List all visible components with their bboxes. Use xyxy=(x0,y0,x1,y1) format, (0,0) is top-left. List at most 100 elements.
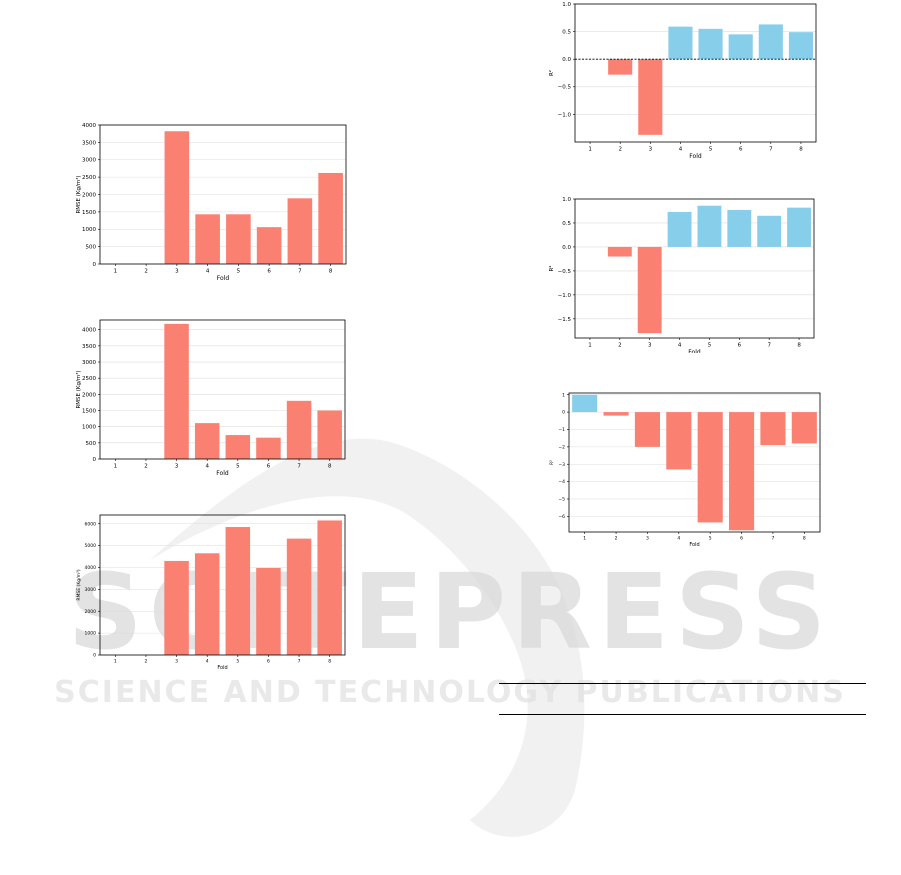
y-tick-label: −1.0 xyxy=(558,293,572,299)
x-tick-label: 5 xyxy=(709,536,712,542)
x-tick-label: 8 xyxy=(328,659,331,665)
y-tick-label: 1.0 xyxy=(562,2,571,8)
r2-chart-2: −1.5 −1.0 −0.5 0.0 0.5 1.0 1 2 3 4 5 6 7 8 Fold R² xyxy=(548,197,815,353)
x-tick-label: 3 xyxy=(648,343,652,349)
x-tick-label: 1 xyxy=(114,659,117,665)
y-tick-label: 0.5 xyxy=(562,30,571,36)
y-axis-label: R² xyxy=(548,70,555,76)
bar-fold-7 xyxy=(286,538,312,655)
y-tick-label: 3500 xyxy=(82,344,96,350)
x-tick-label: 8 xyxy=(329,269,333,275)
x-tick-label: 1 xyxy=(588,147,592,153)
x-tick-label: 7 xyxy=(769,147,773,153)
plot-frame xyxy=(574,198,815,339)
y-axis-label: R² xyxy=(548,265,555,271)
table-top-rule xyxy=(499,683,866,684)
bar-fold-6 xyxy=(729,412,755,531)
y-tick-label: −0.5 xyxy=(558,269,572,275)
y-tick-label: −2 xyxy=(558,444,565,450)
y-tick-label: −4 xyxy=(558,479,565,485)
y-tick-label: 6000 xyxy=(85,521,97,527)
bar-fold-6 xyxy=(728,34,753,60)
x-tick-label: 2 xyxy=(618,147,622,153)
plot-frame xyxy=(99,319,346,460)
y-axis-label: RMSE (Kg/m³) xyxy=(75,370,82,408)
x-tick-label: 4 xyxy=(679,147,683,153)
y-tick-label: 2000 xyxy=(82,392,96,398)
x-axis-label: Fold xyxy=(216,470,229,477)
bar-fold-8 xyxy=(318,172,343,264)
r2-chart-3: −6 −5 −4 −3 −2 −1 0 1 1 2 3 4 5 6 7 8 Fold R² xyxy=(549,392,821,548)
y-tick-label: 4000 xyxy=(82,328,96,334)
y-tick-label: −1.5 xyxy=(558,317,572,323)
bar-fold-4 xyxy=(194,423,220,459)
y-tick-label: 3500 xyxy=(82,140,96,146)
x-tick-label: 1 xyxy=(583,536,586,542)
x-tick-label: 4 xyxy=(678,343,682,349)
x-tick-label: 6 xyxy=(267,464,271,470)
y-tick-label: 1 xyxy=(562,392,565,398)
bar-fold-7 xyxy=(760,412,786,446)
x-tick-label: 6 xyxy=(267,269,271,275)
bar-fold-5 xyxy=(698,28,723,60)
bar-fold-2 xyxy=(607,246,632,257)
x-tick-label: 2 xyxy=(145,659,148,665)
x-tick-label: 6 xyxy=(740,536,743,542)
bar-fold-6 xyxy=(727,210,752,247)
bar-fold-6 xyxy=(256,567,281,655)
x-axis-label: Fold xyxy=(217,275,230,282)
y-tick-label: 1500 xyxy=(82,210,96,216)
y-tick-label: 2000 xyxy=(82,192,96,198)
bar-fold-1 xyxy=(572,394,598,413)
x-axis-label: Fold xyxy=(688,349,701,353)
x-tick-label: 1 xyxy=(114,269,118,275)
x-tick-label: 1 xyxy=(114,464,118,470)
y-tick-label: 1.0 xyxy=(562,197,571,203)
bar-fold-6 xyxy=(256,437,281,459)
x-axis-label: Fold xyxy=(689,542,699,548)
rmse-chart-1: 0 500 1000 1500 2000 2500 3000 3500 4000 1 2 3 4 5 6 7 8… xyxy=(75,123,347,282)
y-axis-label: RMSE (Kg/m³) xyxy=(76,569,82,600)
x-tick-label: 4 xyxy=(677,536,680,542)
x-tick-label: 5 xyxy=(236,464,240,470)
bar-fold-8 xyxy=(787,207,812,247)
y-tick-label: 3000 xyxy=(82,360,96,366)
bar-fold-3 xyxy=(637,246,662,334)
x-tick-label: 8 xyxy=(797,343,801,349)
bar-fold-4 xyxy=(195,214,220,264)
y-tick-label: 1000 xyxy=(85,631,97,637)
x-tick-label: 5 xyxy=(236,659,239,665)
x-tick-label: 8 xyxy=(799,147,803,153)
bar-fold-8 xyxy=(317,410,342,459)
x-tick-label: 2 xyxy=(618,343,622,349)
y-tick-label: 2000 xyxy=(85,609,97,615)
y-tick-label: 5000 xyxy=(85,543,97,549)
x-tick-label: 3 xyxy=(646,536,649,542)
bar-fold-3 xyxy=(634,412,660,447)
y-tick-label: 1500 xyxy=(82,408,96,414)
y-tick-label: 500 xyxy=(86,441,97,447)
bar-fold-8 xyxy=(791,412,817,444)
plot-frame xyxy=(99,124,347,265)
y-tick-label: −0.5 xyxy=(558,85,572,91)
x-tick-label: 3 xyxy=(175,659,178,665)
bar-fold-8 xyxy=(317,520,342,655)
y-tick-label: 0 xyxy=(93,653,96,659)
x-tick-label: 7 xyxy=(767,343,771,349)
table-bottom-rule xyxy=(499,714,866,715)
y-tick-label: 1000 xyxy=(82,227,96,233)
x-axis-label: Fold xyxy=(217,665,227,671)
plot-frame xyxy=(568,392,821,533)
y-tick-label: 4000 xyxy=(85,565,97,571)
bar-fold-7 xyxy=(757,215,782,247)
bar-fold-2 xyxy=(608,59,633,75)
x-tick-label: 6 xyxy=(267,659,270,665)
x-tick-label: 4 xyxy=(206,659,209,665)
bar-fold-3 xyxy=(164,131,190,264)
bar-fold-2 xyxy=(603,412,629,416)
y-tick-label: 500 xyxy=(86,245,97,251)
y-tick-label: 4000 xyxy=(82,123,96,129)
x-tick-label: 4 xyxy=(205,464,209,470)
x-tick-label: 8 xyxy=(803,536,806,542)
watermark-subtitle: SCIENCE AND TECHNOLOGY PUBLICATIONS xyxy=(54,675,846,710)
